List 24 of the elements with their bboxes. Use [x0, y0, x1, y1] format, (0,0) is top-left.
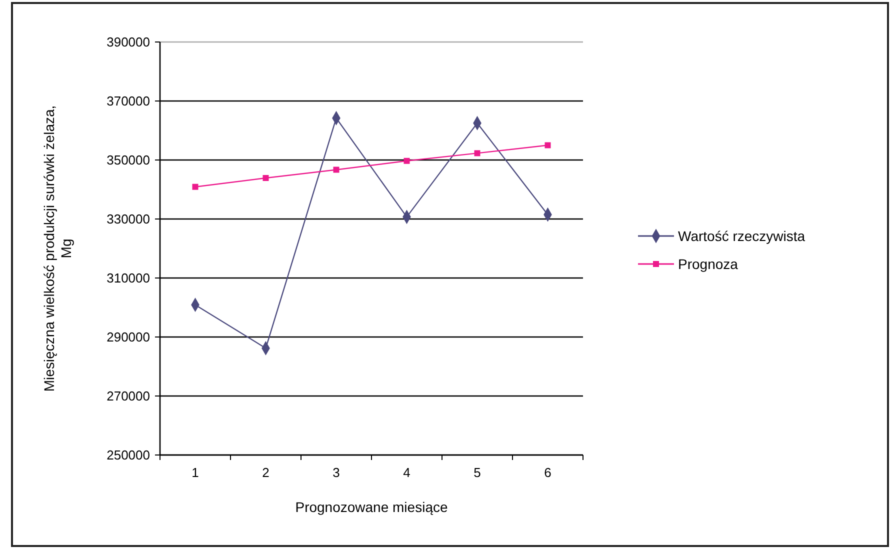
x-tick-label: 4 — [403, 465, 410, 480]
y-tick-label: 390000 — [106, 34, 150, 50]
y-tick-label: 270000 — [106, 388, 150, 404]
point — [262, 174, 269, 181]
y-tick-label: 290000 — [106, 330, 150, 345]
y-tick-label: 310000 — [106, 270, 150, 286]
point — [474, 150, 480, 156]
x-tick-label: 5 — [474, 465, 481, 480]
y-axis-title: Miesięczna wielkość produkcji surówki żelaza, Mg — [41, 105, 74, 392]
point — [404, 158, 410, 164]
point — [192, 184, 198, 190]
x-tick-label: 6 — [544, 465, 552, 480]
x-tick-label: 1 — [192, 465, 199, 480]
legend-label: Wartość rzeczywista — [678, 228, 806, 244]
point — [544, 142, 551, 148]
legend-label: Prognoza — [678, 256, 738, 272]
y-tick-label: 370000 — [106, 94, 150, 109]
x-tick-label: 2 — [262, 465, 270, 480]
x-tick-label: 3 — [332, 465, 340, 480]
y-tick-label: 330000 — [106, 212, 150, 227]
point — [333, 166, 340, 173]
x-axis-title: Prognozowane miesiące — [295, 499, 448, 515]
y-tick-label: 350000 — [106, 152, 150, 168]
y-tick-label: 250000 — [106, 448, 150, 463]
